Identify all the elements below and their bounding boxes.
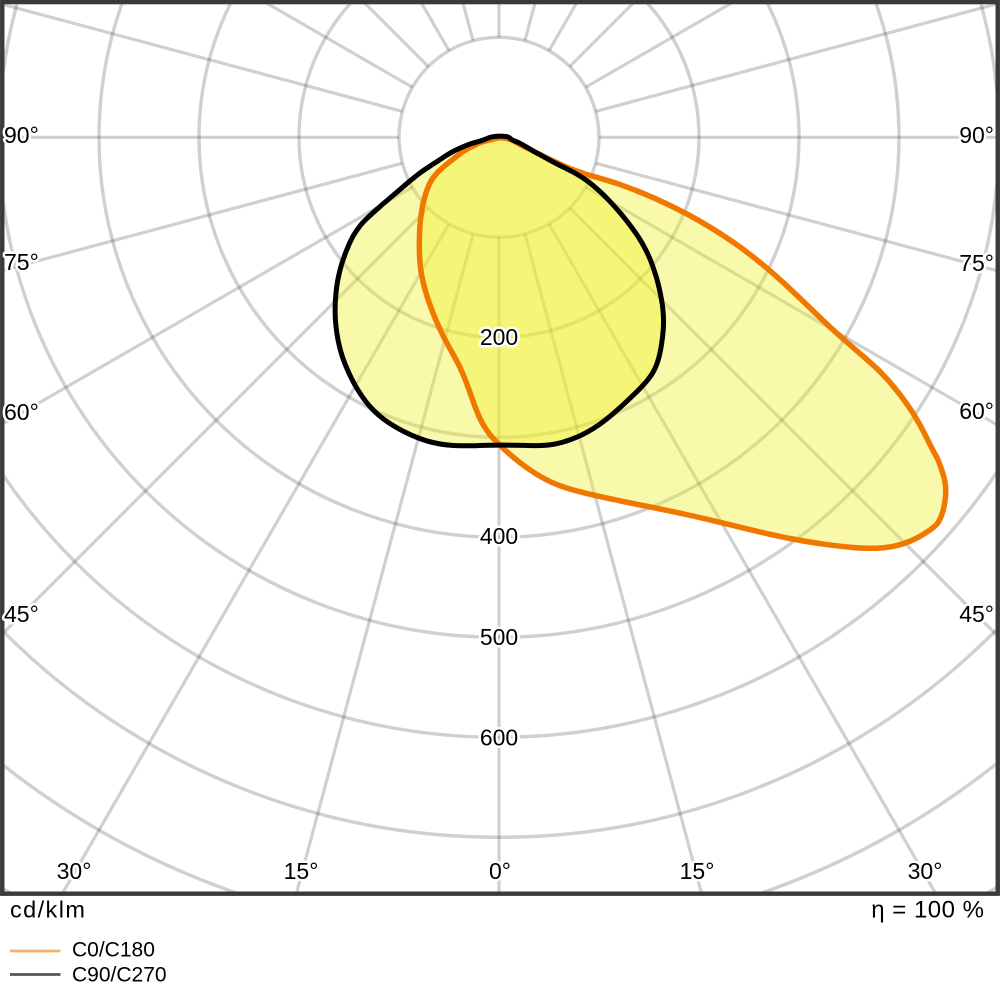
svg-text:15°: 15° <box>680 858 715 884</box>
svg-text:C90/C270: C90/C270 <box>72 964 167 987</box>
svg-text:500: 500 <box>480 624 518 650</box>
svg-text:90°: 90° <box>959 122 994 148</box>
svg-text:η = 100 %: η = 100 % <box>871 897 984 924</box>
svg-text:45°: 45° <box>959 601 994 627</box>
svg-text:400: 400 <box>480 523 518 549</box>
svg-text:cd/klm: cd/klm <box>10 897 86 923</box>
svg-text:15°: 15° <box>284 858 319 884</box>
svg-text:600: 600 <box>480 725 518 751</box>
svg-text:30°: 30° <box>57 858 92 884</box>
svg-text:90°: 90° <box>4 122 39 148</box>
svg-text:30°: 30° <box>908 858 943 884</box>
svg-text:60°: 60° <box>959 398 994 424</box>
svg-text:45°: 45° <box>4 601 39 627</box>
svg-text:200: 200 <box>480 324 518 350</box>
svg-text:0°: 0° <box>489 858 511 884</box>
svg-text:75°: 75° <box>4 249 39 275</box>
svg-text:60°: 60° <box>4 399 39 425</box>
svg-text:C0/C180: C0/C180 <box>72 939 155 962</box>
svg-text:75°: 75° <box>959 250 994 276</box>
